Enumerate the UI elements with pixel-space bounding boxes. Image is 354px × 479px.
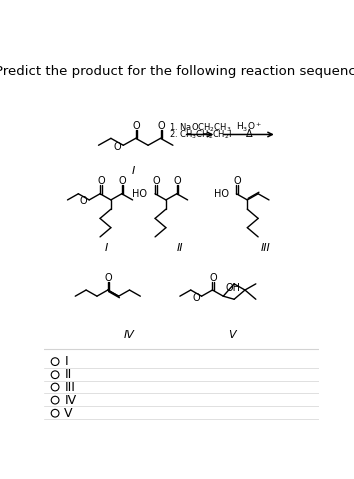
Text: O: O [209,273,217,283]
Text: O: O [174,176,181,186]
Text: O: O [152,176,160,186]
Text: V: V [64,407,73,420]
Text: OH: OH [225,284,240,294]
Text: O: O [192,293,200,303]
Text: O: O [80,196,87,206]
Text: III: III [64,380,75,394]
Text: I: I [64,355,68,368]
Text: O: O [119,176,126,186]
Text: 1. NaOCH$_2$CH$_3$: 1. NaOCH$_2$CH$_3$ [169,121,231,134]
Text: O: O [133,121,140,131]
Text: V: V [228,330,236,340]
Text: I: I [105,243,108,253]
Text: O: O [233,176,241,186]
Text: I: I [132,166,135,176]
Text: HO: HO [214,189,229,199]
Text: II: II [177,243,183,253]
Text: II: II [64,368,72,381]
Text: Predict the product for the following reaction sequence.: Predict the product for the following re… [0,65,354,78]
Text: IV: IV [124,330,135,340]
Text: IV: IV [64,394,76,407]
Text: O: O [113,142,121,152]
Text: O: O [105,273,112,283]
Text: H$_3$O$^+$: H$_3$O$^+$ [236,121,262,134]
Text: 2. CH$_3$CH$_2$CH$_2$I: 2. CH$_3$CH$_2$CH$_2$I [169,128,232,141]
Text: O: O [158,121,165,131]
Text: III: III [260,243,270,253]
Text: Δ: Δ [246,129,252,139]
Text: O: O [97,176,105,186]
Text: HO: HO [132,189,147,199]
